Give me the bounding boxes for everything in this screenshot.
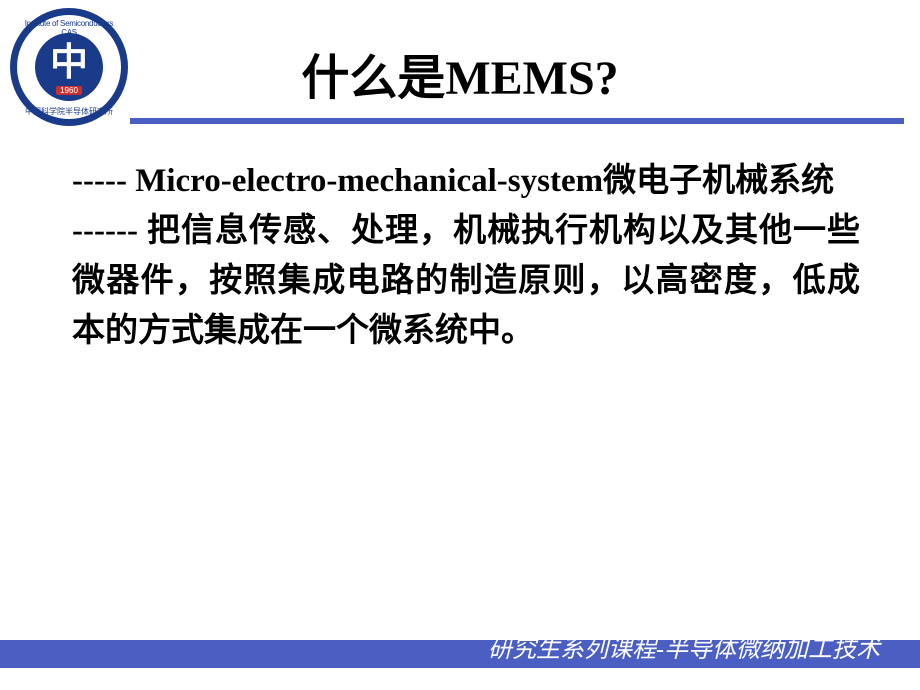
- logo-symbol-icon: 中: [50, 44, 88, 82]
- footer-course-label: 研究生系列课程-半导体微纳加工技术: [488, 629, 880, 664]
- body-paragraph-2: ------ 把信息传感、处理，机械执行机构以及其他一些微器件，按照集成电路的制…: [72, 206, 860, 356]
- logo-chinese-text: 中国科学院半导体研究所: [17, 106, 121, 117]
- logo-white-ring: Institute of Semiconductors CAS 中 1960 中…: [17, 15, 121, 119]
- slide-header: Institute of Semiconductors CAS 中 1960 中…: [0, 0, 920, 124]
- body-paragraph-1: ----- Micro-electro-mechanical-system微电子…: [72, 156, 860, 206]
- logo-outer-ring: Institute of Semiconductors CAS 中 1960 中…: [10, 8, 128, 126]
- logo-inner-circle: 中 1960: [35, 33, 103, 101]
- slide-body: ----- Micro-electro-mechanical-system微电子…: [0, 124, 920, 357]
- institute-logo: Institute of Semiconductors CAS 中 1960 中…: [10, 8, 128, 126]
- title-underline: [130, 118, 904, 124]
- slide-title: 什么是MEMS?: [0, 20, 920, 118]
- slide: Institute of Semiconductors CAS 中 1960 中…: [0, 0, 920, 690]
- logo-year-badge: 1960: [56, 86, 82, 95]
